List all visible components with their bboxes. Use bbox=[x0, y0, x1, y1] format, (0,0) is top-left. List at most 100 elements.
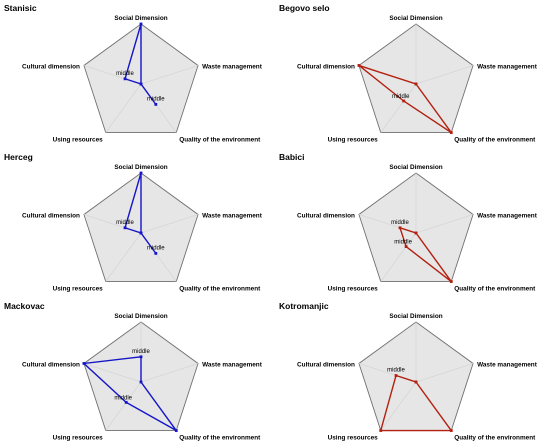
axis-label-quality-of-the-environment: Quality of the environment bbox=[454, 435, 536, 442]
data-point-waste-management bbox=[414, 231, 418, 235]
level-annotation: middle bbox=[116, 220, 134, 226]
series-line bbox=[82, 356, 177, 432]
radar-panel-begovo-selo: Begovo selo Social Dimension Waste managem… bbox=[275, 0, 550, 149]
radar-spoke bbox=[140, 65, 199, 85]
axis-label-quality-of-the-environment: Quality of the environment bbox=[179, 137, 261, 144]
axis-label-social-dimension: Social Dimension bbox=[114, 313, 167, 320]
axis-label-using-resources: Using resources bbox=[328, 286, 379, 293]
level-annotation: middle bbox=[114, 395, 132, 401]
level-annotation: middle bbox=[387, 368, 405, 374]
data-point-cultural-dimension bbox=[357, 64, 361, 67]
axis-label-using-resources: Using resources bbox=[328, 435, 379, 442]
radar-spoke bbox=[380, 232, 417, 282]
axis-label-quality-of-the-environment: Quality of the environment bbox=[454, 286, 536, 293]
chart-title: Kotromanjic bbox=[279, 301, 329, 311]
radar-panel-mackovac: Mackovac Social Dimension Waste management… bbox=[0, 298, 275, 447]
radar-spoke bbox=[105, 83, 142, 133]
axis-label-quality-of-the-environment: Quality of the environment bbox=[179, 286, 261, 293]
level-annotation: middle bbox=[391, 220, 409, 226]
data-point-quality-of-the-environment bbox=[449, 131, 453, 134]
axis-label-cultural-dimension: Cultural dimension bbox=[297, 212, 355, 219]
axis-label-using-resources: Using resources bbox=[53, 137, 104, 144]
data-point-social-dimension bbox=[139, 22, 143, 26]
data-point-waste-management bbox=[414, 380, 418, 384]
chart-title: Begovo selo bbox=[279, 3, 330, 13]
axis-label-quality-of-the-environment: Quality of the environment bbox=[454, 137, 536, 144]
axis-label-social-dimension: Social Dimension bbox=[114, 15, 167, 22]
axis-label-using-resources: Using resources bbox=[53, 286, 104, 293]
radar-chart: Social Dimension Waste management Quality … bbox=[297, 164, 538, 293]
data-point-quality-of-the-environment bbox=[449, 280, 453, 283]
data-point-using-resources bbox=[402, 99, 406, 103]
axis-label-social-dimension: Social Dimension bbox=[389, 313, 442, 320]
radar-spoke bbox=[415, 214, 474, 234]
data-point-using-resources bbox=[139, 231, 143, 235]
axis-label-social-dimension: Social Dimension bbox=[114, 164, 167, 171]
axis-label-cultural-dimension: Cultural dimension bbox=[22, 63, 80, 70]
data-point-using-resources bbox=[139, 82, 143, 86]
data-point-using-resources bbox=[124, 400, 128, 404]
radar-spoke bbox=[415, 65, 474, 85]
axis-label-cultural-dimension: Cultural dimension bbox=[297, 63, 355, 70]
radar-spoke bbox=[105, 232, 142, 282]
axis-label-waste-management: Waste management bbox=[202, 212, 263, 219]
series-line bbox=[124, 23, 157, 105]
data-point-using-resources bbox=[404, 245, 408, 248]
axis-label-using-resources: Using resources bbox=[53, 435, 104, 442]
chart-title: Herceg bbox=[4, 152, 33, 162]
level-annotation: middle bbox=[394, 240, 412, 246]
axis-label-cultural-dimension: Cultural dimension bbox=[22, 361, 80, 368]
chart-title: Stanisic bbox=[4, 3, 37, 13]
data-point-quality-of-the-environment bbox=[154, 102, 158, 106]
axis-label-social-dimension: Social Dimension bbox=[389, 15, 442, 22]
axis-label-using-resources: Using resources bbox=[328, 137, 379, 144]
axis-label-waste-management: Waste management bbox=[477, 63, 538, 70]
level-annotation: middle bbox=[147, 96, 165, 102]
radar-spoke bbox=[415, 363, 474, 383]
data-point-waste-management bbox=[139, 380, 143, 384]
level-annotation: middle bbox=[392, 94, 410, 100]
data-point-cultural-dimension bbox=[123, 226, 127, 230]
axis-label-waste-management: Waste management bbox=[477, 212, 538, 219]
data-point-quality-of-the-environment bbox=[449, 429, 453, 432]
radar-chart: Social Dimension Waste management Quality … bbox=[297, 313, 538, 442]
axis-label-waste-management: Waste management bbox=[202, 63, 263, 70]
radar-spoke bbox=[380, 83, 417, 133]
radar-spoke bbox=[380, 381, 417, 431]
level-annotation: middle bbox=[147, 245, 165, 251]
axis-label-waste-management: Waste management bbox=[477, 361, 538, 368]
radar-chart: Social Dimension Waste management Quality … bbox=[22, 164, 263, 293]
data-point-cultural-dimension bbox=[123, 77, 127, 81]
data-point-social-dimension bbox=[139, 355, 143, 359]
data-point-cultural-dimension bbox=[394, 374, 398, 377]
chart-title: Babici bbox=[279, 152, 305, 162]
data-point-cultural-dimension bbox=[82, 362, 86, 365]
data-point-quality-of-the-environment bbox=[174, 429, 178, 432]
radar-spoke bbox=[140, 214, 199, 234]
data-point-cultural-dimension bbox=[398, 226, 402, 230]
level-annotation: middle bbox=[116, 71, 134, 77]
level-annotation: middle bbox=[132, 349, 150, 355]
radar-chart: Social Dimension Waste management Quality … bbox=[297, 15, 538, 144]
data-point-using-resources bbox=[379, 429, 383, 432]
data-point-social-dimension bbox=[139, 171, 143, 175]
radar-panel-herceg: Herceg Social Dimension Waste management Qu… bbox=[0, 149, 275, 298]
radar-spoke bbox=[105, 381, 142, 431]
axis-label-social-dimension: Social Dimension bbox=[389, 164, 442, 171]
data-point-waste-management bbox=[414, 82, 418, 86]
axis-label-cultural-dimension: Cultural dimension bbox=[297, 361, 355, 368]
series-line bbox=[124, 172, 157, 254]
radar-chart: Social Dimension Waste management Quality … bbox=[22, 15, 263, 144]
radar-panel-babici: Babici Social Dimension Waste management Qu… bbox=[275, 149, 550, 298]
radar-chart: Social Dimension Waste management Quality … bbox=[22, 313, 263, 442]
axis-label-waste-management: Waste management bbox=[202, 361, 263, 368]
chart-title: Mackovac bbox=[4, 301, 45, 311]
radar-panel-stanisic: Stanisic Social Dimension Waste management… bbox=[0, 0, 275, 149]
data-point-quality-of-the-environment bbox=[154, 251, 158, 255]
axis-label-quality-of-the-environment: Quality of the environment bbox=[179, 435, 261, 442]
radar-spoke bbox=[83, 363, 142, 383]
radar-spoke bbox=[140, 363, 199, 383]
axis-label-cultural-dimension: Cultural dimension bbox=[22, 212, 80, 219]
radar-panel-kotromanjic: Kotromanjic Social Dimension Waste managem… bbox=[275, 298, 550, 447]
